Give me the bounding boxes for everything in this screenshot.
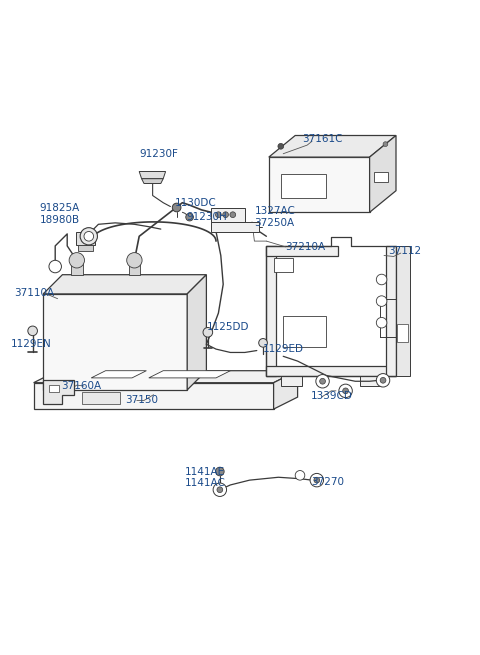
Text: 1327AC: 1327AC [254,206,295,216]
Circle shape [376,296,387,307]
Circle shape [217,487,223,493]
Polygon shape [396,246,410,375]
Bar [34,383,274,409]
Text: 37250A: 37250A [254,218,295,228]
Bar [266,366,396,375]
Circle shape [259,339,267,347]
Bar [386,246,396,375]
Text: 1129ED: 1129ED [263,344,304,354]
Circle shape [216,467,224,476]
Polygon shape [78,245,93,251]
Circle shape [320,379,325,384]
Bar [374,172,388,182]
Circle shape [203,328,213,337]
Circle shape [376,373,390,387]
Circle shape [376,274,387,285]
Circle shape [376,318,387,328]
Text: 91230H: 91230H [186,212,227,222]
Bar [281,375,302,386]
Polygon shape [142,179,163,183]
Text: 91825A: 91825A [39,204,80,214]
Bar [360,375,382,386]
Text: 18980B: 18980B [39,215,80,225]
Circle shape [310,474,324,487]
Polygon shape [139,172,166,179]
Text: 37210A: 37210A [286,242,326,252]
Bar [266,246,276,375]
Bar [397,324,408,342]
Text: 37110A: 37110A [14,288,55,298]
Text: 37112: 37112 [388,246,421,255]
Text: 37161C: 37161C [302,134,343,144]
Text: 91230F: 91230F [139,149,178,159]
Circle shape [230,212,236,217]
Circle shape [383,141,388,147]
Circle shape [343,388,348,394]
Polygon shape [34,371,298,383]
Circle shape [295,470,305,480]
Circle shape [278,143,284,149]
Polygon shape [274,371,298,409]
Bar [274,258,293,272]
Bar [269,157,370,212]
Text: 37150: 37150 [125,396,158,405]
Circle shape [127,253,142,268]
Text: 1141AE: 1141AE [185,468,225,477]
Polygon shape [370,136,396,212]
Polygon shape [43,274,206,294]
Circle shape [80,228,97,245]
Circle shape [339,384,352,398]
Circle shape [314,477,320,483]
Bar [211,222,259,231]
Polygon shape [76,233,95,245]
Polygon shape [187,274,206,390]
Circle shape [28,326,37,335]
Circle shape [380,377,386,383]
Text: 37160A: 37160A [61,381,102,391]
Circle shape [213,483,227,496]
Polygon shape [149,371,230,378]
Bar [82,392,120,404]
Polygon shape [269,136,396,157]
Text: 37270: 37270 [311,477,344,487]
Circle shape [172,203,181,212]
Bar [129,260,140,274]
Text: 1339CD: 1339CD [311,390,353,401]
Polygon shape [91,371,146,378]
Circle shape [69,253,84,268]
Circle shape [186,214,193,221]
Bar [266,246,338,255]
Bar [49,385,59,392]
Text: 1141AC: 1141AC [185,479,226,489]
Bar [283,316,326,346]
Circle shape [84,231,94,241]
Bar [43,294,187,390]
Bar [211,208,245,222]
Text: 1125DD: 1125DD [206,322,249,331]
Circle shape [49,260,61,272]
Circle shape [216,212,221,217]
Bar [281,174,326,198]
Text: 1129EN: 1129EN [11,339,51,349]
Bar [71,260,83,274]
Circle shape [316,375,329,388]
Text: 1130DC: 1130DC [175,198,217,208]
Circle shape [223,212,228,217]
Polygon shape [43,381,74,404]
